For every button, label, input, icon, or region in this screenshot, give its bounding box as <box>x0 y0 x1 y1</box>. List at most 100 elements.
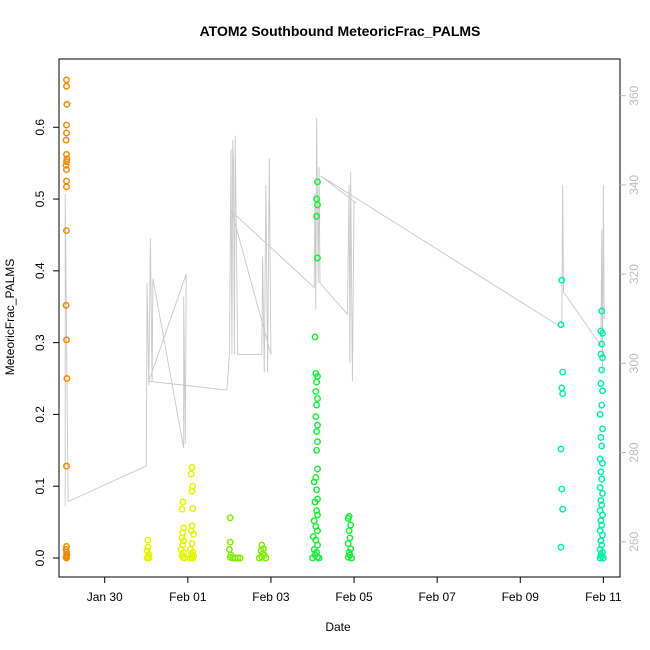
x-tick-label: Feb 11 <box>585 590 622 604</box>
data-point <box>597 468 605 476</box>
data-point <box>596 484 604 492</box>
data-point <box>599 387 606 395</box>
data-point <box>599 354 606 362</box>
data-point <box>236 554 244 562</box>
data-point <box>314 541 321 549</box>
data-point <box>558 276 566 284</box>
data-point <box>314 395 321 403</box>
data-point <box>144 543 152 551</box>
data-point <box>314 254 321 262</box>
data-point <box>596 410 604 418</box>
y-axis-label: MeteoricFrac_PALMS <box>3 259 17 375</box>
data-point <box>558 384 566 392</box>
data-point <box>597 497 605 505</box>
data-point <box>313 507 321 515</box>
data-point <box>309 554 316 562</box>
y2-tick-label: 320 <box>627 264 641 284</box>
data-point <box>234 554 242 562</box>
y2-tick-label: 280 <box>627 442 641 462</box>
data-point <box>63 183 70 191</box>
data-point <box>311 498 319 506</box>
data-point <box>63 151 70 158</box>
data-point <box>313 401 321 409</box>
plot-area: 0.0 0.1 0.2 0.3 0.4 0.5 0.6 260 280 300 320 340 360 J… <box>33 58 641 604</box>
data-point <box>262 554 270 562</box>
data-point <box>599 511 606 519</box>
data-point <box>63 177 70 185</box>
x-tick-label: Feb 01 <box>169 590 207 604</box>
data-point <box>255 554 263 562</box>
data-point <box>313 446 321 454</box>
data-point <box>63 121 70 129</box>
data-point <box>557 543 565 551</box>
y-tick-label: 0.6 <box>33 119 47 136</box>
data-point <box>63 158 70 166</box>
data-point <box>559 505 567 513</box>
data-point <box>346 534 354 542</box>
data-point <box>63 336 70 344</box>
data-point <box>598 442 606 450</box>
data-point <box>188 487 196 495</box>
plot-frame <box>58 58 621 578</box>
y-tick-label: 0.2 <box>33 406 47 423</box>
data-point <box>597 517 605 525</box>
data-point <box>63 227 70 235</box>
data-point <box>314 511 321 519</box>
data-point <box>597 380 605 387</box>
data-point <box>599 329 606 337</box>
data-point <box>145 554 153 562</box>
data-point <box>226 538 234 546</box>
y2-tick-label: 340 <box>627 175 641 195</box>
data-point <box>314 201 321 209</box>
y2-tick-label: 260 <box>627 531 641 551</box>
data-point <box>312 413 320 421</box>
data-point <box>310 478 318 486</box>
secondary-line <box>64 117 605 507</box>
data-point <box>62 301 70 309</box>
y-tick-label: 0.3 <box>33 334 47 351</box>
data-point <box>188 540 196 548</box>
y2-tick-label: 300 <box>627 353 641 373</box>
y-tick-label: 0.5 <box>33 190 47 207</box>
data-point <box>559 368 567 376</box>
data-point <box>63 100 71 108</box>
data-point <box>597 350 605 358</box>
data-point <box>345 527 353 535</box>
data-point <box>187 470 195 478</box>
data-point <box>348 554 356 562</box>
data-point <box>597 537 605 545</box>
data-point <box>599 489 606 497</box>
data-point <box>599 459 606 467</box>
data-point <box>144 536 152 544</box>
data-point <box>188 464 196 471</box>
data-point <box>559 390 567 398</box>
data-point <box>311 333 319 341</box>
data-point <box>598 307 606 315</box>
data-point <box>226 514 234 522</box>
data-point <box>314 421 321 429</box>
data-point <box>344 553 352 561</box>
x-tick-label: Feb 03 <box>252 590 290 604</box>
data-point <box>315 554 323 562</box>
data-point <box>63 166 70 174</box>
data-point <box>344 515 352 522</box>
data-point <box>314 527 321 535</box>
y-tick-label: 0.4 <box>33 262 47 279</box>
data-point <box>599 554 607 562</box>
data-point <box>310 517 318 525</box>
data-point <box>598 340 606 348</box>
data-point <box>314 438 321 446</box>
data-point <box>181 554 188 562</box>
data-point <box>313 212 321 220</box>
data-point <box>598 401 606 409</box>
data-point <box>313 378 321 386</box>
y-tick-label: 0.1 <box>33 478 47 495</box>
data-point <box>225 545 233 553</box>
chart-title: ATOM2 Southbound MeteoricFrac_PALMS <box>200 23 481 39</box>
x-tick-label: Feb 09 <box>502 590 540 604</box>
data-point <box>597 433 605 441</box>
data-point <box>62 161 70 169</box>
data-point <box>189 505 197 512</box>
data-point <box>557 321 565 329</box>
